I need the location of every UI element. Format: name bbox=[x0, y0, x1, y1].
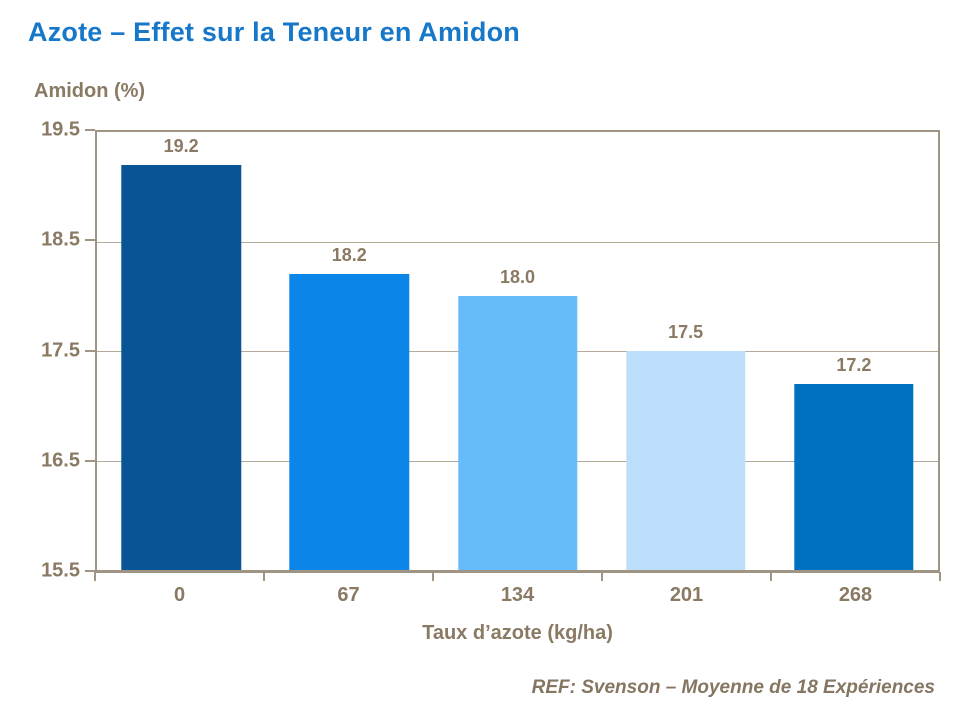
y-tick-label: 19.5 bbox=[41, 118, 80, 141]
bars-container: 19.2 18.2 18.0 17.5 17.2 bbox=[97, 132, 938, 570]
bar bbox=[794, 383, 914, 570]
x-tick-mark bbox=[770, 572, 772, 581]
y-axis-title: Amidon (%) bbox=[34, 80, 146, 102]
y-tick-label: 16.5 bbox=[41, 449, 80, 472]
bar-value-label: 17.2 bbox=[836, 354, 872, 375]
bar-value-label: 19.2 bbox=[163, 135, 199, 156]
chart-title: Azote – Effet sur la Teneur en Amidon bbox=[28, 17, 520, 47]
x-axis-tick-marks bbox=[94, 572, 941, 581]
plot-area: 19.2 18.2 18.0 17.5 17.2 bbox=[95, 130, 940, 573]
x-axis-title: Taux d’azote (kg/ha) bbox=[422, 622, 613, 644]
x-tick-mark bbox=[939, 572, 941, 581]
reference-note: REF: Svenson – Moyenne de 18 Expériences bbox=[531, 677, 935, 698]
x-tick-label: 67 bbox=[337, 584, 360, 606]
y-tick-mark bbox=[85, 459, 95, 462]
bar-value-label: 18.0 bbox=[499, 267, 536, 288]
y-tick-label: 17.5 bbox=[41, 339, 80, 361]
y-tick-label: 18.5 bbox=[41, 228, 80, 251]
bar bbox=[625, 351, 746, 570]
x-tick-mark bbox=[601, 572, 603, 581]
bar-value-label: 18.2 bbox=[331, 245, 367, 266]
x-tick-label: 0 bbox=[173, 584, 186, 606]
gridline bbox=[97, 241, 938, 243]
y-tick-mark bbox=[85, 239, 95, 242]
x-tick-mark bbox=[432, 572, 434, 581]
x-tick-label: 134 bbox=[500, 584, 535, 606]
y-tick-mark bbox=[85, 349, 95, 352]
x-tick-label: 201 bbox=[669, 584, 704, 606]
x-tick-mark bbox=[263, 572, 265, 581]
y-axis-tick-labels: 19.5 18.5 17.5 16.5 15.5 bbox=[0, 119, 80, 582]
x-tick-mark bbox=[94, 572, 96, 581]
bar-value-label: 17.5 bbox=[668, 322, 704, 342]
x-tick-label: 268 bbox=[838, 584, 873, 606]
x-axis-tick-labels: 0 67 134 201 268 bbox=[95, 584, 940, 610]
y-tick-mark bbox=[85, 570, 95, 572]
y-tick-mark bbox=[85, 129, 95, 131]
bar bbox=[121, 164, 241, 570]
y-tick-label: 15.5 bbox=[41, 559, 80, 582]
bar bbox=[289, 274, 410, 570]
y-axis-tick-marks bbox=[85, 129, 95, 572]
bar bbox=[457, 296, 578, 570]
